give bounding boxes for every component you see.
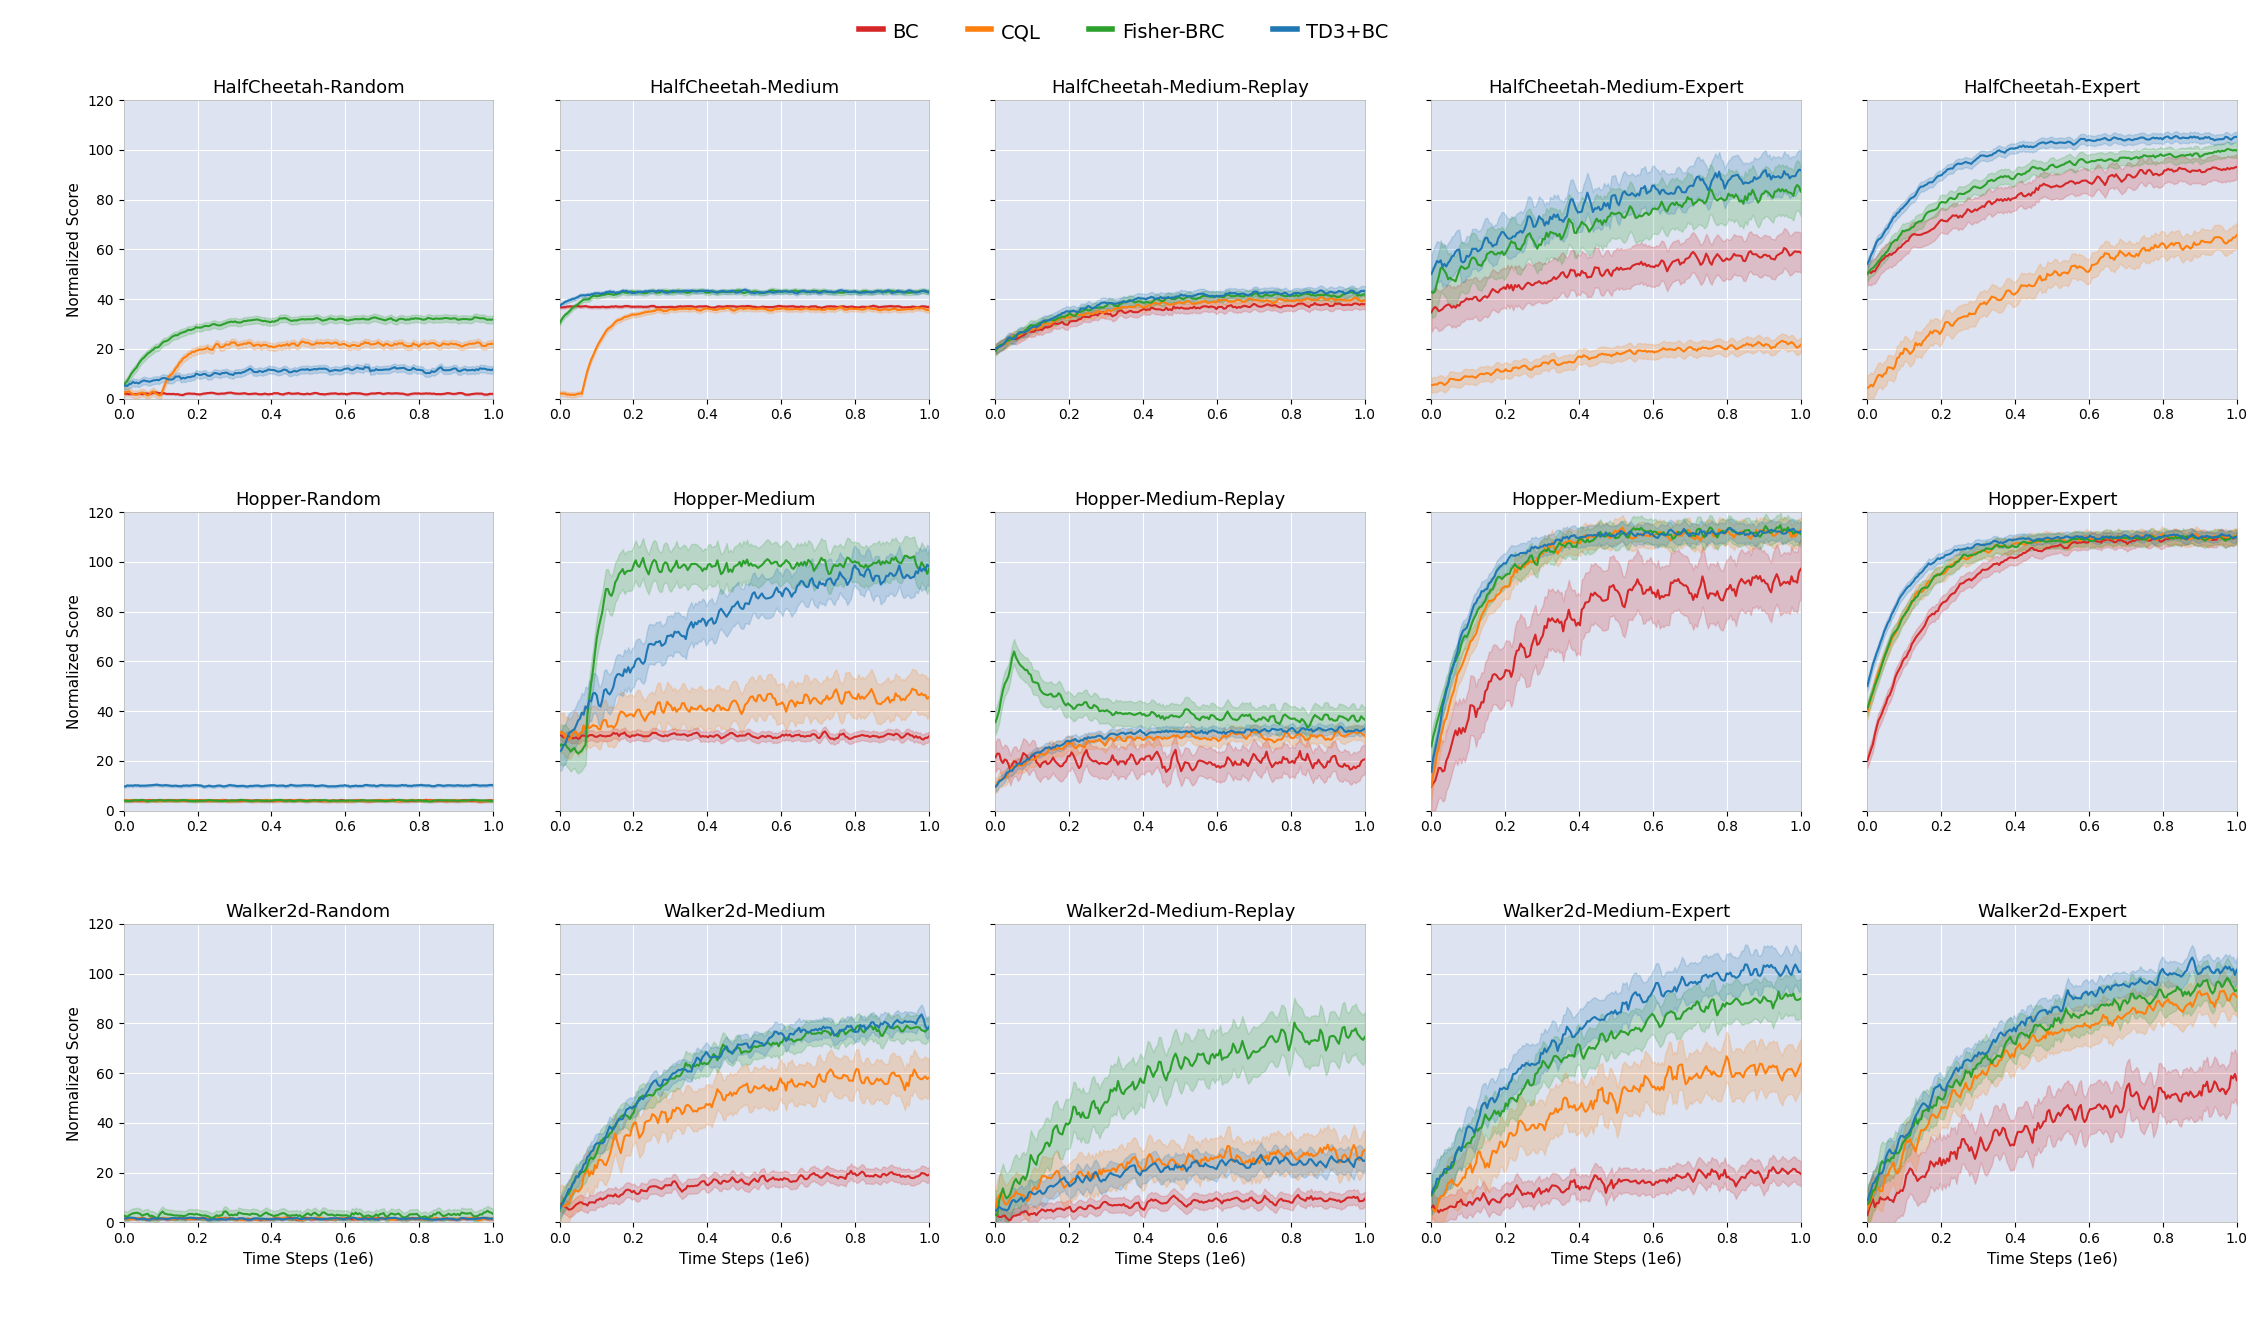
Title: Hopper-Medium-Replay: Hopper-Medium-Replay <box>1075 492 1286 509</box>
X-axis label: Time Steps (1e6): Time Steps (1e6) <box>679 1252 809 1267</box>
Title: Walker2d-Medium-Replay: Walker2d-Medium-Replay <box>1066 903 1295 921</box>
Title: HalfCheetah-Medium: HalfCheetah-Medium <box>650 79 839 98</box>
Title: Walker2d-Medium-Expert: Walker2d-Medium-Expert <box>1502 903 1731 921</box>
X-axis label: Time Steps (1e6): Time Steps (1e6) <box>1551 1252 1682 1267</box>
Title: Walker2d-Medium: Walker2d-Medium <box>663 903 825 921</box>
Title: Hopper-Random: Hopper-Random <box>236 492 382 509</box>
Title: HalfCheetah-Medium-Expert: HalfCheetah-Medium-Expert <box>1488 79 1744 98</box>
X-axis label: Time Steps (1e6): Time Steps (1e6) <box>1987 1252 2118 1267</box>
Title: HalfCheetah-Medium-Replay: HalfCheetah-Medium-Replay <box>1052 79 1308 98</box>
X-axis label: Time Steps (1e6): Time Steps (1e6) <box>243 1252 373 1267</box>
Title: Hopper-Medium: Hopper-Medium <box>672 492 816 509</box>
Title: HalfCheetah-Expert: HalfCheetah-Expert <box>1963 79 2140 98</box>
Title: Walker2d-Random: Walker2d-Random <box>225 903 391 921</box>
X-axis label: Time Steps (1e6): Time Steps (1e6) <box>1115 1252 1245 1267</box>
Y-axis label: Normalized Score: Normalized Score <box>67 1006 81 1141</box>
Title: Hopper-Medium-Expert: Hopper-Medium-Expert <box>1511 492 1720 509</box>
Y-axis label: Normalized Score: Normalized Score <box>67 182 81 317</box>
Y-axis label: Normalized Score: Normalized Score <box>67 595 81 728</box>
Legend: BC, CQL, Fisher-BRC, TD3+BC: BC, CQL, Fisher-BRC, TD3+BC <box>852 12 1396 52</box>
Title: Hopper-Expert: Hopper-Expert <box>1987 492 2118 509</box>
Title: Walker2d-Expert: Walker2d-Expert <box>1978 903 2127 921</box>
Title: HalfCheetah-Random: HalfCheetah-Random <box>211 79 405 98</box>
